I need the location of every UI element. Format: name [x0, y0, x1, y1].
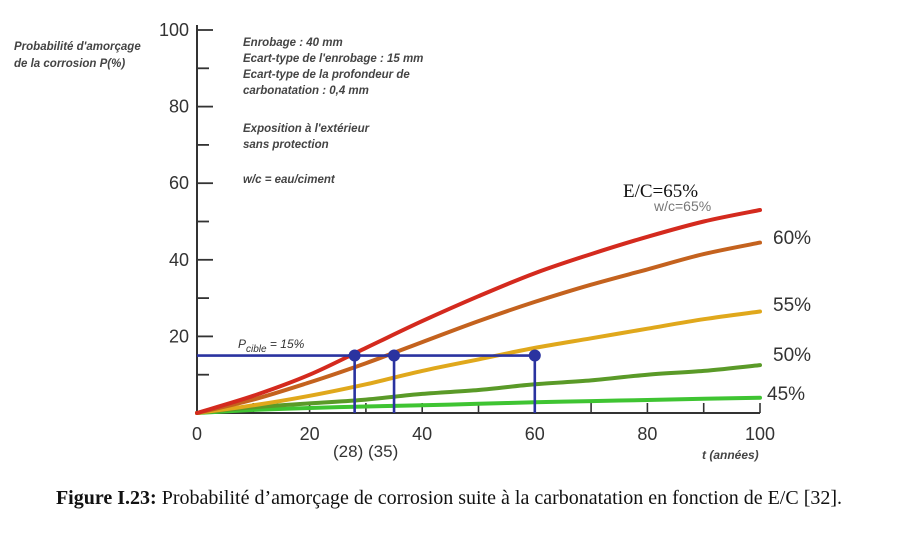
series-line-1 [195, 240, 762, 415]
x-tick-label-40: 40 [412, 424, 432, 444]
y-axis-label-line-2: de la corrosion P(%) [14, 58, 125, 70]
y-tick-label-80: 80 [169, 97, 189, 117]
ghost-series-label: w/c=65% [653, 198, 711, 214]
series-line-4 [195, 395, 762, 415]
figure-caption: Figure I.23: Probabilité d’amorçage de c… [0, 483, 898, 513]
note-line-2: Ecart-type de l'enrobage : 15 mm [243, 53, 423, 65]
target-line-layer [197, 349, 541, 413]
note-line-3: Ecart-type de la profondeur de [243, 69, 410, 81]
note-line-7: w/c = eau/ciment [243, 174, 336, 186]
series-line-2 [195, 309, 762, 415]
series-label-45: 45% [767, 384, 805, 405]
y-axis-label-line-1: Probabilité d'amorçage [14, 41, 141, 53]
series-line-0 [195, 208, 762, 415]
series-line-3 [195, 363, 762, 415]
y-tick-label-40: 40 [169, 250, 189, 270]
series-layer [195, 208, 762, 415]
series-label-65: E/C=65% [623, 181, 698, 202]
note-line-5: Exposition à l'extérieur [243, 123, 370, 135]
intersection-point-28 [348, 349, 361, 362]
y-tick-label-20: 20 [169, 326, 189, 346]
series-label-60: 60% [773, 228, 811, 249]
x-tick-label-20: 20 [300, 424, 320, 444]
read-label-28: (28) [333, 442, 363, 461]
read-label-35: (35) [368, 442, 398, 461]
note-line-6: sans protection [243, 139, 329, 151]
caption-figure-number: Figure I.23: [55, 487, 157, 509]
y-axis: 20 40 60 80 100 [159, 20, 213, 413]
note-line-1: Enrobage : 40 mm [243, 37, 343, 49]
series-label-55: 55% [773, 295, 811, 316]
x-tick-label-100: 100 [745, 424, 775, 444]
y-tick-label-100: 100 [159, 20, 189, 40]
intersection-point-35 [388, 349, 401, 362]
note-line-4: carbonatation : 0,4 mm [243, 85, 369, 97]
x-tick-label-80: 80 [637, 424, 657, 444]
x-tick-label-0: 0 [192, 424, 202, 444]
series-label-50: 50% [773, 345, 811, 366]
caption-text: Probabilité d’amorçage de corrosion suit… [156, 487, 843, 509]
x-tick-label-60: 60 [525, 424, 545, 444]
target-label: Pcible = 15% [238, 337, 305, 355]
x-axis-label: t (années) [702, 448, 759, 462]
corrosion-probability-chart: 20 40 60 80 100 0 20 40 60 80 100 Probabilité d'a… [14, 20, 811, 462]
intersection-point-60 [528, 349, 541, 362]
y-tick-label-60: 60 [169, 173, 189, 193]
